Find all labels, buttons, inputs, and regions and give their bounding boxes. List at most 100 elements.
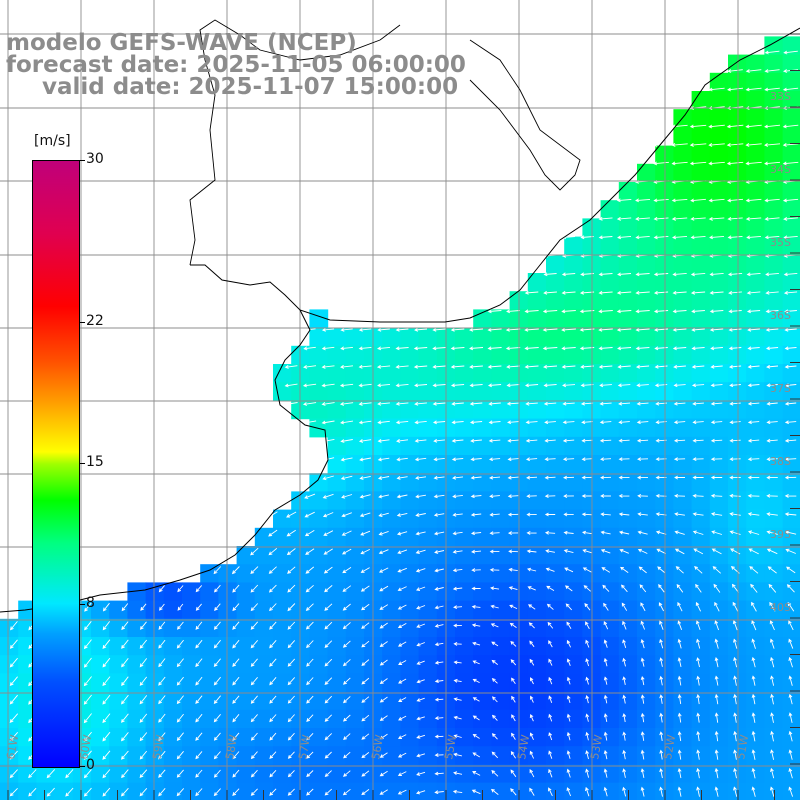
speed-cell <box>637 491 656 511</box>
wind-arrow <box>491 696 498 703</box>
speed-cell <box>764 582 784 602</box>
wind-arrow <box>471 586 481 591</box>
wind-arrow <box>766 401 778 406</box>
speed-cell <box>473 764 492 784</box>
speed-cell <box>527 655 547 674</box>
wind-arrow <box>324 640 333 648</box>
speed-cell <box>691 109 711 128</box>
wind-arrow <box>305 584 314 593</box>
wind-arrow <box>561 364 576 369</box>
wind-arrow <box>378 512 389 518</box>
wind-arrow <box>765 327 779 332</box>
speed-cell <box>236 746 256 765</box>
wind-arrow <box>709 309 724 314</box>
speed-cell <box>618 709 638 729</box>
speed-cell <box>691 655 711 674</box>
wind-arrow <box>674 512 685 517</box>
speed-cell <box>291 782 310 800</box>
speed-cell <box>691 273 711 292</box>
speed-cell <box>327 345 347 365</box>
wind-arrow <box>585 658 590 667</box>
speed-cell <box>382 364 401 383</box>
wind-arrow <box>603 620 609 630</box>
wind-arrow <box>415 549 426 554</box>
speed-cell <box>254 673 274 693</box>
wind-arrow <box>788 620 794 631</box>
speed-cell <box>254 746 274 765</box>
wind-arrow <box>637 457 649 462</box>
speed-cell <box>600 618 620 638</box>
speed-cell <box>746 782 765 800</box>
speed-cell <box>309 782 329 800</box>
speed-cell <box>709 527 729 547</box>
wind-arrow <box>489 475 501 480</box>
lon-label: 59W <box>150 734 167 761</box>
speed-cell <box>637 746 656 765</box>
wind-arrow <box>672 235 688 240</box>
wind-arrow <box>696 786 700 797</box>
speed-cell <box>273 618 292 638</box>
speed-cell <box>291 600 310 620</box>
wind-arrow <box>177 585 184 593</box>
wind-arrow <box>341 530 352 536</box>
speed-cell <box>764 345 784 365</box>
speed-cell <box>291 546 310 565</box>
wind-arrow <box>469 346 484 351</box>
speed-cell <box>182 782 201 800</box>
wind-arrow <box>286 511 297 518</box>
wind-arrow <box>490 586 500 591</box>
speed-cell <box>564 709 583 729</box>
wind-arrow <box>121 769 129 779</box>
wind-arrow <box>542 327 558 332</box>
wind-arrow <box>526 549 537 554</box>
wind-arrow <box>395 327 409 332</box>
speed-cell <box>527 564 547 583</box>
wind-arrow <box>561 272 576 277</box>
wind-arrow <box>770 767 775 779</box>
speed-cell <box>618 273 638 292</box>
wind-arrow <box>396 512 408 517</box>
speed-cell <box>600 764 620 784</box>
speed-cell <box>618 564 638 583</box>
wind-arrow <box>250 714 258 723</box>
speed-cell <box>0 782 19 800</box>
wind-arrow <box>635 216 650 221</box>
wind-arrow <box>640 712 645 723</box>
wind-arrow <box>787 602 795 612</box>
wind-arrow <box>102 602 110 612</box>
wind-arrow <box>635 198 651 203</box>
speed-cell <box>564 418 583 438</box>
wind-arrow <box>751 693 756 705</box>
wind-arrow <box>709 327 724 332</box>
wind-arrow <box>321 383 335 388</box>
wind-arrow <box>618 494 630 498</box>
speed-cell <box>400 473 420 492</box>
wind-arrow <box>507 475 519 480</box>
speed-cell <box>455 673 474 693</box>
lat-label: 36S <box>770 309 791 322</box>
wind-arrow <box>747 512 760 517</box>
speed-cell <box>309 364 329 383</box>
wind-arrow <box>302 420 317 425</box>
speed-cell <box>273 564 292 583</box>
wind-arrow <box>548 713 553 722</box>
speed-cell <box>746 637 765 656</box>
speed-cell <box>455 436 474 456</box>
speed-cell <box>382 382 401 401</box>
speed-cell <box>400 418 420 438</box>
wind-arrow <box>195 751 203 760</box>
speed-cell <box>546 618 565 638</box>
wind-arrow <box>433 438 445 443</box>
wind-arrow <box>751 786 756 797</box>
wind-arrow <box>561 290 576 295</box>
wind-arrow <box>745 217 762 221</box>
speed-cell <box>291 364 310 383</box>
wind-arrow <box>322 493 334 499</box>
speed-cell <box>728 673 747 693</box>
speed-cell <box>491 764 511 784</box>
wind-arrow <box>617 272 632 277</box>
wind-arrow <box>603 602 609 611</box>
wind-arrow <box>770 730 774 742</box>
wind-arrow <box>603 657 608 667</box>
speed-cell <box>455 491 474 511</box>
